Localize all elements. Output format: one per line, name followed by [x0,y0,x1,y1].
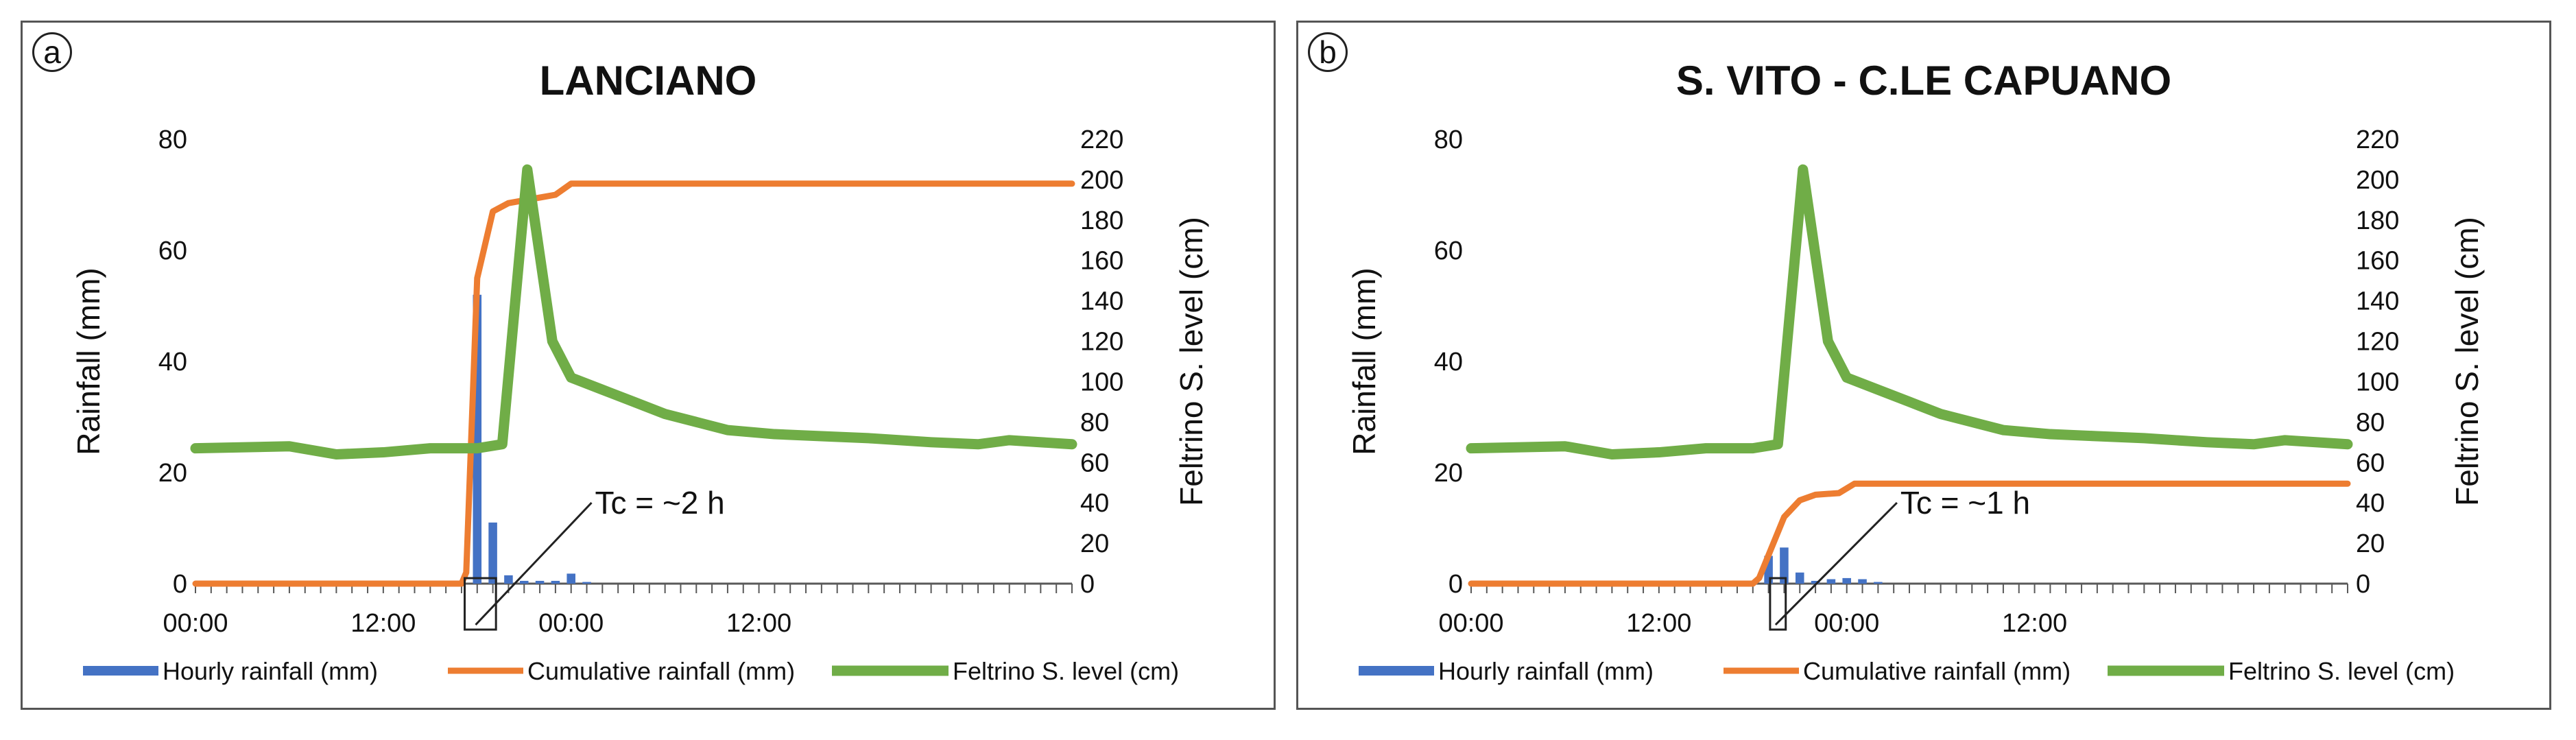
hourly-rainfall-bar [1795,572,1804,584]
x-tick-label: 00:00 [1438,609,1503,638]
y-tick-label: 40 [158,348,187,377]
y2-tick-label: 60 [2356,449,2385,477]
chart-panel-a: a LANCIANO 00:00 12:00 00:00 12:00 0 20 40 60 80… [21,21,1276,710]
chart-svg-a: 00:00 12:00 00:00 12:00 0 20 40 60 80 0 20 40 60 80 10… [71,126,1209,685]
y-tick-label: 0 [1448,570,1463,599]
y2-tick-label: 160 [2356,247,2399,276]
x-tick-label: 12:00 [726,609,791,638]
chart-svg-b: 00:00 12:00 00:00 12:00 0 20 40 60 80 0 20 40 60 80 10… [1346,126,2485,685]
y2-tick-label: 0 [2356,570,2370,599]
y2-tick-label: 80 [2356,408,2385,437]
tc-window-box [464,577,497,631]
legend-cumulative-rainfall-label: Cumulative rainfall (mm) [527,657,795,685]
cumulative-rainfall-line [192,180,1075,587]
y2-tick-label: 20 [2356,529,2385,558]
y2-tick-label: 200 [1080,166,1123,195]
x-tick-label: 12:00 [2002,609,2067,638]
chart-panel-b: b S. VITO - C.LE CAPUANO 00:00 12:00 00:00… [1296,21,2551,710]
hourly-rainfall-bar [504,575,513,584]
y2-tick-label: 180 [2356,206,2399,235]
y2-tick-label: 40 [2356,489,2385,518]
hourly-rainfall-bar [535,580,545,584]
y2-tick-label: 60 [1080,449,1109,477]
hourly-rainfall-bar [1842,577,1851,584]
x-tick-label: 12:00 [1626,609,1691,638]
hourly-rainfall-bar [519,580,529,584]
y2-tick-label: 200 [2356,166,2399,195]
tc-annotation-label: Tc = ~1 h [1900,485,2030,521]
legend-feltrino-level-label: Feltrino S. level (cm) [953,657,1179,685]
legend-hourly-rainfall-label: Hourly rainfall (mm) [1438,657,1654,685]
y2-tick-label: 20 [1080,529,1109,558]
y-tick-label: 20 [1434,459,1463,488]
x-tick-label: 12:00 [350,609,416,638]
chart-title-b: S. VITO - C.LE CAPUANO [1675,58,2172,104]
hourly-rainfall-bar [488,522,497,584]
y-tick-label: 40 [1434,348,1463,377]
y-tick-label: 80 [1434,126,1463,154]
legend-cumulative-rainfall-label: Cumulative rainfall (mm) [1803,657,2071,685]
panel-label-a: a [32,32,72,72]
y2-tick-label: 140 [2356,287,2399,316]
tc-annotation-line [1774,501,1898,626]
hourly-rainfall-bar [582,582,591,584]
hourly-rainfall-bar [1874,582,1883,584]
y-tick-label: 20 [158,459,187,488]
y-axis-title: Rainfall (mm) [1346,267,1382,455]
hourly-rainfall-bar [1780,547,1789,584]
y2-tick-label: 140 [1080,287,1123,316]
y-tick-label: 0 [173,570,187,599]
y2-tick-label: 220 [1080,126,1123,154]
y-tick-label: 60 [1434,237,1463,265]
y-tick-label: 80 [158,126,187,154]
hourly-rainfall-bar [551,580,560,584]
feltrino-level-line [190,164,1077,459]
legend-feltrino-level-label: Feltrino S. level (cm) [2228,657,2455,685]
panel-label-b: b [1308,32,1348,72]
tc-annotation-label: Tc = ~2 h [595,485,725,521]
y2-tick-label: 100 [1080,368,1123,396]
hourly-rainfall-bar [1811,580,1820,584]
y2-tick-label: 220 [2356,126,2399,154]
hourly-rainfall-bar [1826,579,1836,584]
hourly-rainfall-bar [567,573,575,584]
y2-axis-title: Feltrino S. level (cm) [2449,217,2485,506]
x-tick-label: 00:00 [1814,609,1879,638]
y2-tick-label: 120 [1080,328,1123,357]
legend-hourly-rainfall-label: Hourly rainfall (mm) [163,657,378,685]
y2-tick-label: 0 [1080,570,1095,599]
y2-tick-label: 40 [1080,489,1109,518]
x-tick-label: 00:00 [163,609,228,638]
chart-title-a: LANCIANO [539,58,757,104]
y2-tick-label: 100 [2356,368,2399,396]
y2-tick-label: 120 [2356,328,2399,357]
y-axis-title: Rainfall (mm) [71,267,106,455]
tc-window-box [1769,577,1787,631]
hourly-rainfall-bar [1858,579,1867,584]
y2-tick-label: 180 [1080,206,1123,235]
cumulative-rainfall-line [1468,480,2351,587]
tc-annotation-line [475,501,593,626]
y-tick-label: 60 [158,237,187,265]
x-tick-label: 00:00 [538,609,604,638]
y2-tick-label: 80 [1080,408,1109,437]
y2-tick-label: 160 [1080,247,1123,276]
feltrino-level-line [1466,164,2353,459]
y2-axis-title: Feltrino S. level (cm) [1173,217,1209,506]
